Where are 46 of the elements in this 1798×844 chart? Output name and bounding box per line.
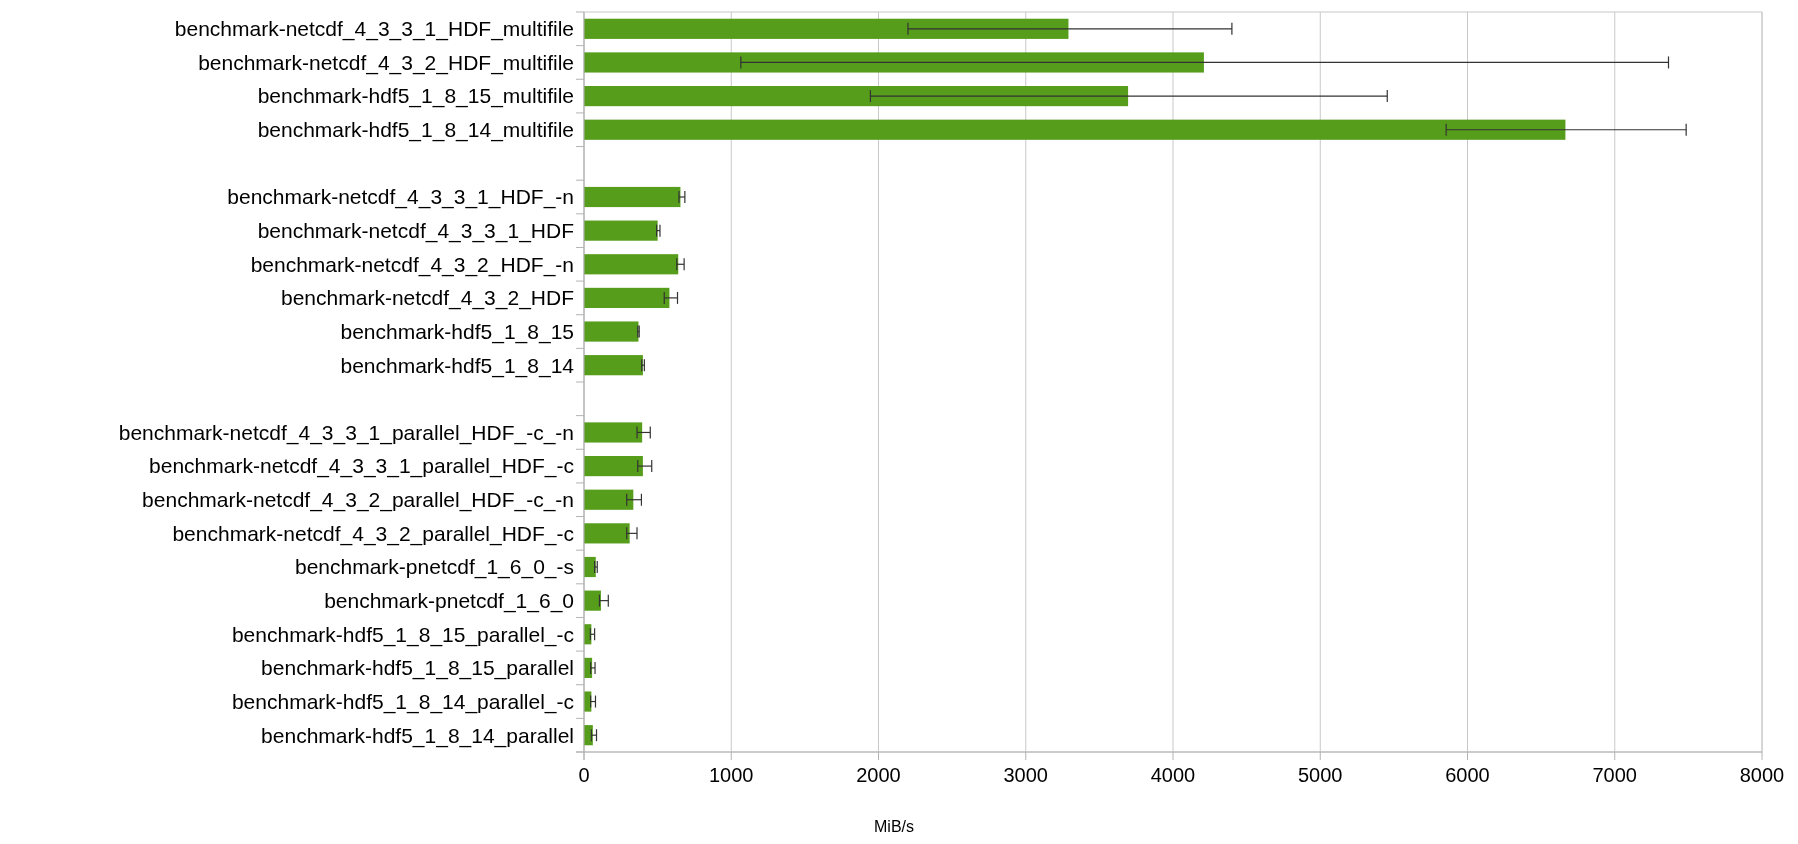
y-tick-label: benchmark-pnetcdf_1_6_0 xyxy=(324,588,574,613)
y-tick-label: benchmark-hdf5_1_8_15_multifile xyxy=(257,84,574,109)
x-tick-label: 7000 xyxy=(1592,764,1637,786)
x-tick-label: 6000 xyxy=(1445,764,1490,786)
bar xyxy=(584,422,643,443)
x-tick-label: 1000 xyxy=(709,764,754,786)
x-tick-label: 4000 xyxy=(1150,764,1196,786)
y-tick-label: benchmark-hdf5_1_8_15_parallel xyxy=(261,656,574,681)
x-axis-title: MiB/s xyxy=(874,818,914,835)
bar xyxy=(584,355,643,376)
bar xyxy=(584,321,639,342)
y-tick-label: benchmark-hdf5_1_8_15 xyxy=(340,319,574,344)
y-tick-label: benchmark-hdf5_1_8_14_parallel xyxy=(261,723,574,748)
y-tick-label: benchmark-netcdf_4_3_3_1_parallel_HDF_-c xyxy=(149,454,574,479)
y-tick-label: benchmark-hdf5_1_8_14_multifile xyxy=(257,118,574,143)
bar xyxy=(584,523,630,544)
y-tick-label: benchmark-netcdf_4_3_3_1_HDF xyxy=(257,218,574,243)
y-tick-label: benchmark-hdf5_1_8_14 xyxy=(340,353,575,378)
y-tick-label: benchmark-netcdf_4_3_3_1_parallel_HDF_-c_-n xyxy=(118,420,574,445)
y-tick-label: benchmark-pnetcdf_1_6_0_-s xyxy=(294,555,574,580)
bar xyxy=(584,220,658,241)
y-tick-label: benchmark-netcdf_4_3_2_HDF_-n xyxy=(250,252,574,277)
x-tick-label: 3000 xyxy=(1003,764,1048,786)
bar xyxy=(584,254,679,275)
bar xyxy=(584,18,1069,39)
bar xyxy=(584,119,1566,140)
x-tick-label: 8000 xyxy=(1739,764,1785,786)
bar xyxy=(584,52,1204,73)
x-tick-label: 2000 xyxy=(856,764,901,786)
bar xyxy=(584,287,670,308)
bar xyxy=(584,86,1129,107)
bar xyxy=(584,456,643,477)
bar xyxy=(584,556,596,578)
y-tick-label: benchmark-hdf5_1_8_14_parallel_-c xyxy=(231,689,574,714)
y-tick-label: benchmark-netcdf_4_3_3_1_HDF_-n xyxy=(227,185,574,210)
x-tick-label: 5000 xyxy=(1298,764,1343,786)
bar xyxy=(584,489,634,510)
y-tick-label: benchmark-netcdf_4_3_2_parallel_HDF_-c_-n xyxy=(142,488,574,513)
bar xyxy=(584,590,601,611)
y-tick-label: benchmark-netcdf_4_3_3_1_HDF_multifile xyxy=(174,17,574,42)
x-tick-label: 0 xyxy=(578,764,590,786)
y-tick-label: benchmark-netcdf_4_3_2_HDF xyxy=(281,286,574,311)
y-tick-label: benchmark-netcdf_4_3_2_parallel_HDF_-c xyxy=(172,521,574,546)
y-tick-label: benchmark-netcdf_4_3_2_HDF_multifile xyxy=(198,50,574,75)
y-tick-label: benchmark-hdf5_1_8_15_parallel_-c xyxy=(231,622,574,647)
bar xyxy=(584,186,681,208)
